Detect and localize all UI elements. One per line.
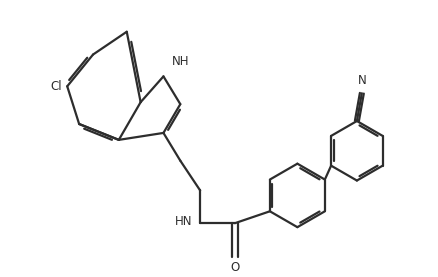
Text: NH: NH	[171, 55, 188, 68]
Text: Cl: Cl	[50, 80, 62, 93]
Text: O: O	[230, 261, 239, 274]
Text: HN: HN	[174, 215, 192, 228]
Text: N: N	[357, 74, 365, 87]
